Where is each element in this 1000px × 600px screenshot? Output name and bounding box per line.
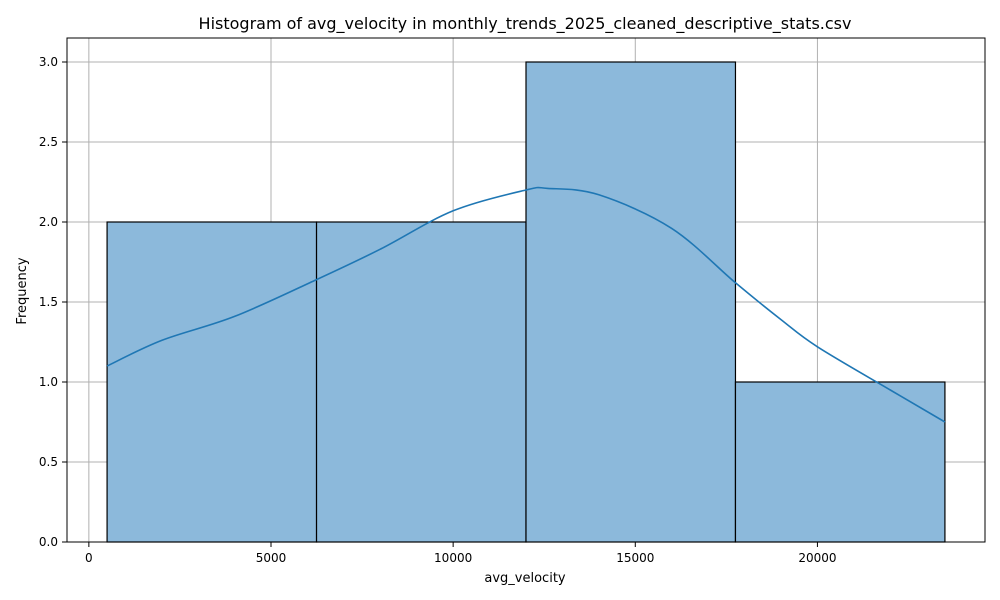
histogram-bar: [106, 221, 318, 543]
x-tick-label: 5000: [256, 551, 287, 565]
histogram-bar: [525, 61, 737, 543]
y-tick-label: 1.0: [39, 375, 58, 389]
y-axis-ticks: 0.0 0.5 1.0 1.5 2.0 2.5 3.0: [39, 55, 67, 549]
kde-curve-group: [106, 186, 946, 423]
y-tick-label: 3.0: [39, 55, 58, 69]
y-tick-label: 2.0: [39, 215, 58, 229]
x-tick-label: 15000: [616, 551, 654, 565]
y-tick-label: 2.5: [39, 135, 58, 149]
y-axis-title: Frequency: [15, 257, 30, 324]
chart-title: Histogram of avg_velocity in monthly_tre…: [199, 14, 852, 34]
plot-frame: [66, 37, 986, 543]
y-tick-label: 1.5: [39, 295, 58, 309]
x-axis-title: avg_velocity: [484, 571, 566, 586]
histogram-bar: [315, 221, 527, 543]
x-tick-label: 20000: [798, 551, 836, 565]
kde-curve: [106, 186, 946, 423]
x-axis-ticks: 0 5000 10000 15000 20000: [85, 542, 837, 565]
histogram-bars: [106, 61, 946, 543]
y-tick-label: 0.5: [39, 455, 58, 469]
histogram-bar: [734, 381, 946, 543]
x-tick-label: 10000: [434, 551, 472, 565]
y-tick-label: 0.0: [39, 535, 58, 549]
x-tick-label: 0: [85, 551, 93, 565]
